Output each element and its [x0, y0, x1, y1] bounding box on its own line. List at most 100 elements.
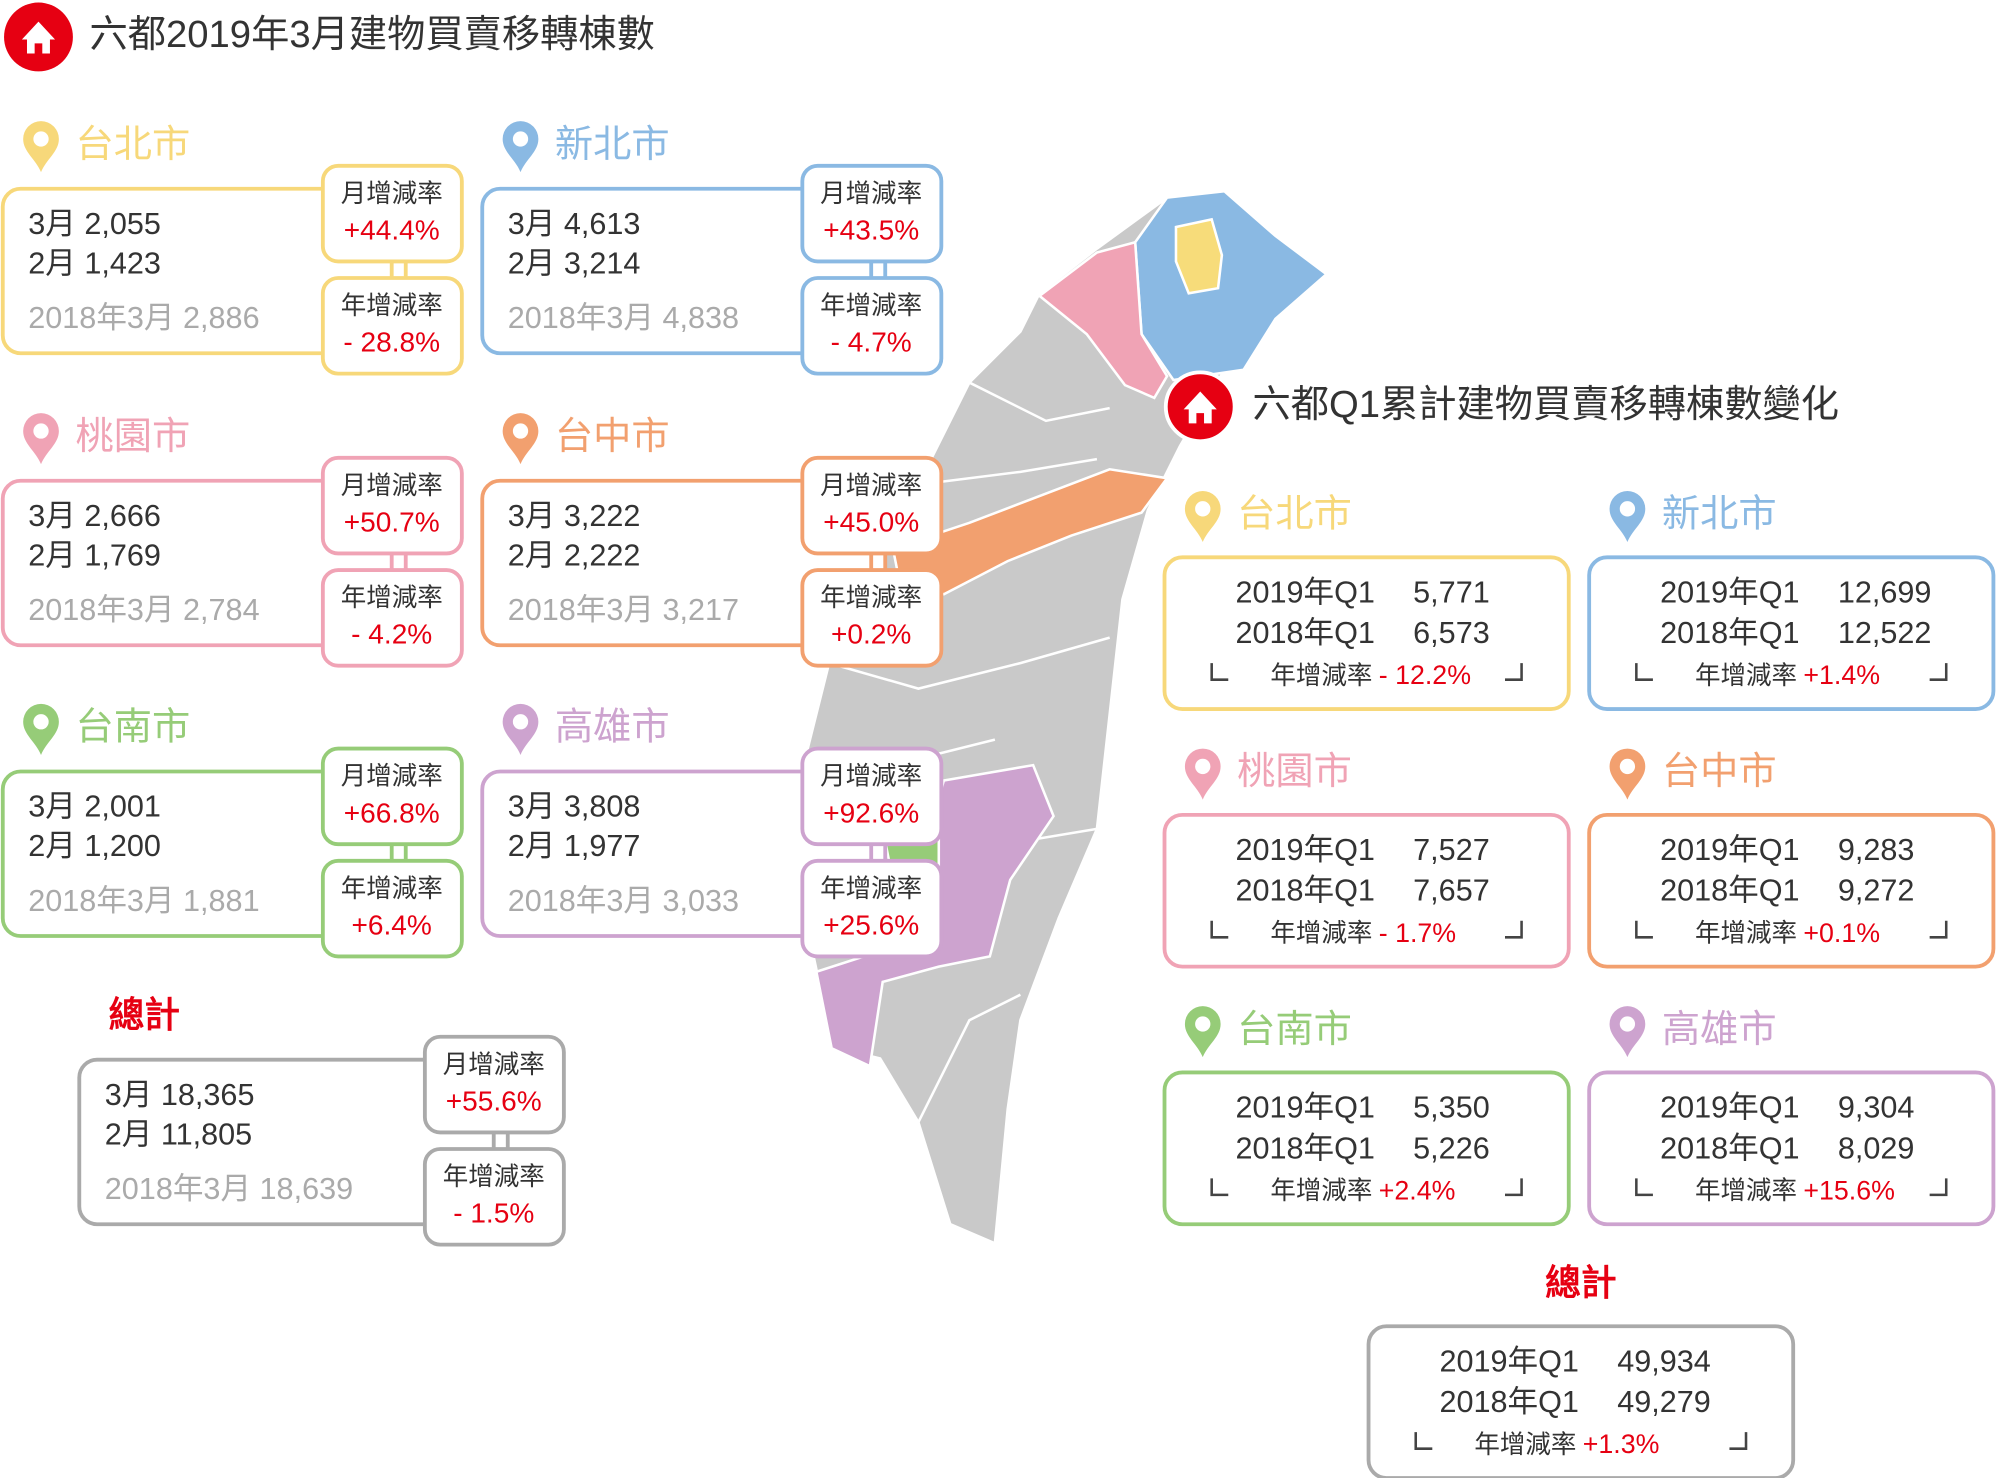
q1-label: 2019年Q1: [1660, 833, 1799, 867]
q1-label: 2018年Q1: [1235, 616, 1374, 650]
city-name: 高雄市: [1662, 1008, 1777, 1051]
rate-label: 月增減率: [341, 763, 443, 791]
q1-value: 5,226: [1413, 1131, 1490, 1165]
rate-value: +25.6%: [823, 910, 919, 941]
q1-label: 2018年Q1: [1235, 1131, 1374, 1165]
yoy-value: +2.4%: [1379, 1175, 1456, 1205]
pin-hole: [1619, 758, 1636, 775]
march-count: 3月 2,001: [28, 790, 161, 824]
last-year-count: 2018年3月 3,033: [508, 884, 739, 918]
city-box: [0, 769, 408, 938]
march-count: 3月 4,613: [508, 207, 641, 241]
rate-label: 年增減率: [341, 875, 443, 903]
march-count: 3月 3,222: [508, 499, 641, 533]
yoy-label: 年增減率: [1695, 1177, 1797, 1205]
rate-badge: [800, 568, 944, 668]
q1-value: 7,527: [1413, 833, 1490, 867]
q1-box: [1162, 555, 1571, 711]
q1-box: [1587, 812, 1996, 969]
q1-label: 2019年Q1: [1660, 575, 1799, 609]
total-title: 總計: [1545, 1263, 1616, 1303]
last-year-count: 2018年3月 3,217: [508, 593, 739, 627]
city-name: 高雄市: [555, 706, 670, 749]
city-box: [0, 186, 408, 356]
q1-value: 9,283: [1838, 833, 1915, 867]
rate-badge: [320, 276, 464, 376]
map-taoyuan: [1037, 240, 1169, 400]
bracket: [1635, 1178, 1948, 1197]
pin-hole: [1619, 501, 1636, 517]
rate-value: +55.6%: [446, 1085, 542, 1116]
rate-badge: [800, 163, 944, 264]
rate-badge: [800, 455, 944, 556]
yoy-value: +0.1%: [1803, 918, 1880, 948]
q1-value: 5,771: [1413, 575, 1490, 609]
rate-label: 月增減率: [820, 180, 922, 208]
bracket: [1210, 920, 1523, 939]
pin-hole: [33, 131, 49, 147]
city-box: [0, 478, 408, 648]
pin-hole: [1195, 1016, 1211, 1032]
rate-badge: [320, 746, 464, 847]
q1-value: 49,934: [1617, 1344, 1711, 1378]
rate-label: 年增減率: [820, 875, 922, 903]
rate-badge: [320, 858, 464, 959]
february-count: 2月 1,423: [28, 246, 161, 280]
pin-hole: [512, 131, 529, 147]
rate-badge: [800, 276, 944, 376]
rate-badge: [800, 746, 944, 847]
rate-label: 月增減率: [341, 472, 443, 500]
city-box: [480, 769, 888, 938]
pin-hole: [512, 714, 529, 730]
q1-label: 2019年Q1: [1235, 1091, 1374, 1125]
q1-value: 5,350: [1413, 1091, 1490, 1125]
rate-value: +43.5%: [823, 214, 919, 245]
rate-value: +0.2%: [831, 619, 911, 650]
yoy-label: 年增減率: [1270, 662, 1372, 690]
city-name: 台南市: [1237, 1008, 1352, 1051]
last-year-count: 2018年3月 18,639: [105, 1172, 353, 1206]
q1-box: [1587, 1070, 1996, 1227]
rate-value: +6.4%: [352, 910, 432, 941]
q1-box: [1162, 812, 1571, 969]
yoy-value: +1.4%: [1803, 660, 1880, 690]
city-name: 新北市: [555, 123, 670, 166]
header-icon: [4, 2, 73, 72]
page-title: 六都2019年3月建物買賣移轉棟數: [89, 13, 654, 56]
yoy-label: 年增減率: [1270, 1177, 1372, 1205]
total-title: 總計: [109, 995, 180, 1035]
rate-value: +45.0%: [823, 507, 919, 538]
bracket: [1210, 663, 1523, 681]
rate-badge: [320, 455, 464, 556]
pin-hole: [1619, 1016, 1636, 1032]
pin-hole: [1195, 758, 1211, 775]
last-year-count: 2018年3月 2,886: [28, 301, 259, 335]
last-year-count: 2018年3月 4,838: [508, 301, 739, 335]
rate-label: 月增減率: [820, 472, 922, 500]
rate-label: 月增減率: [443, 1051, 545, 1079]
q1-label: 2018年Q1: [1660, 1131, 1799, 1165]
q1-value: 12,699: [1838, 575, 1932, 609]
pin-hole: [33, 423, 49, 439]
rate-label: 月增減率: [820, 763, 922, 791]
february-count: 2月 1,769: [28, 538, 161, 572]
march-count: 3月 2,666: [28, 499, 161, 533]
march-count: 3月 18,365: [105, 1078, 255, 1112]
rate-badge: [320, 163, 464, 264]
rate-value: - 28.8%: [343, 327, 440, 358]
q1-label: 2019年Q1: [1439, 1344, 1578, 1378]
q1-value: 6,573: [1413, 616, 1490, 650]
q1-icon: [1163, 370, 1237, 444]
city-name: 新北市: [1662, 493, 1777, 536]
map-taipei: [1174, 217, 1224, 295]
q1-title: 六都Q1累計建物買賣移轉棟數變化: [1252, 383, 1839, 426]
last-year-count: 2018年3月 2,784: [28, 593, 259, 627]
map-new-taipei: [1133, 189, 1329, 382]
rate-badge: [422, 1147, 566, 1247]
yoy-value: +15.6%: [1803, 1175, 1895, 1205]
march-count: 3月 2,055: [28, 207, 161, 241]
city-name: 台中市: [1662, 750, 1777, 793]
rate-label: 月增減率: [341, 180, 443, 208]
